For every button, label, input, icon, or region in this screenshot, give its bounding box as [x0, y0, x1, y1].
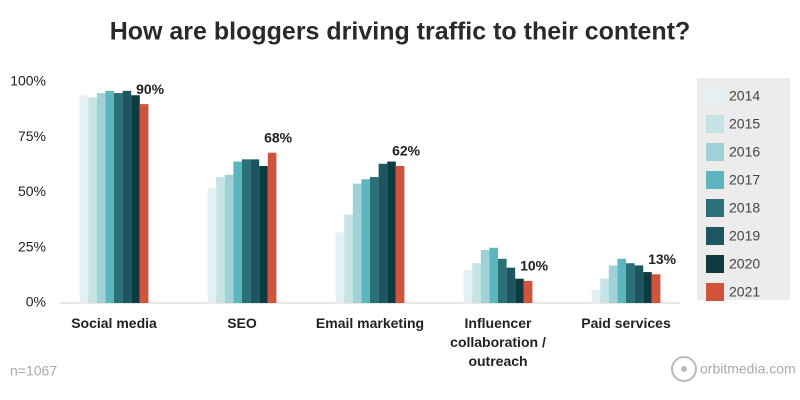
bar: [643, 272, 652, 303]
legend-label: 2016: [729, 144, 760, 160]
legend-swatch: [706, 283, 724, 301]
bar: [463, 269, 473, 303]
x-tick-label: SEO: [227, 315, 257, 331]
bar: [105, 90, 114, 303]
bar: [378, 163, 388, 303]
value-label: 68%: [264, 129, 293, 145]
legend-label: 2014: [729, 88, 760, 104]
y-tick-label: 75%: [18, 128, 46, 144]
legend-label: 2021: [729, 284, 760, 300]
y-tick-label: 0%: [26, 294, 46, 310]
bar: [207, 188, 217, 303]
bar: [242, 159, 251, 303]
chart-title: How are bloggers driving traffic to thei…: [110, 18, 691, 46]
bar: [139, 104, 149, 303]
y-tick-label: 25%: [18, 238, 46, 254]
logo-dot: [681, 366, 687, 372]
legend-swatch: [706, 87, 724, 105]
bar: [96, 93, 106, 303]
y-tick-label: 100%: [10, 73, 46, 89]
bar: [131, 95, 140, 303]
bar: [122, 90, 132, 303]
bar: [267, 152, 277, 303]
bar: [344, 214, 353, 303]
bar: [600, 278, 609, 303]
bar: [224, 174, 234, 303]
bar: [259, 165, 268, 303]
value-label: 90%: [136, 81, 165, 97]
x-tick-label: Paid services: [581, 315, 671, 331]
bar: [480, 249, 490, 303]
legend-label: 2017: [729, 172, 760, 188]
bar: [617, 258, 626, 303]
bar: [352, 183, 362, 303]
legend-label: 2018: [729, 200, 760, 216]
legend-label: 2019: [729, 228, 760, 244]
bar: [523, 280, 533, 303]
bar: [88, 97, 97, 303]
value-label: 10%: [520, 258, 549, 274]
bar: [216, 177, 225, 303]
bar: [515, 278, 524, 303]
bar: [395, 165, 405, 303]
bar: [361, 179, 370, 303]
bar: [79, 95, 89, 303]
legend-swatch: [706, 171, 724, 189]
bar: [651, 274, 661, 303]
x-tick-label: Social media: [71, 315, 157, 331]
value-label: 13%: [648, 251, 677, 267]
y-tick-label: 50%: [18, 183, 46, 199]
bar: [506, 267, 516, 303]
bar: [233, 161, 242, 303]
bar: [591, 289, 601, 303]
x-tick-label: Influencer collaboration / outreach: [450, 315, 546, 369]
bar: [370, 177, 379, 303]
legend-swatch: [706, 227, 724, 245]
bar: [472, 263, 481, 303]
legend-swatch: [706, 115, 724, 133]
bar: [489, 247, 498, 303]
bar: [114, 93, 123, 303]
legend-swatch: [706, 255, 724, 273]
sample-note: n=1067: [10, 363, 57, 379]
bar: [626, 263, 635, 303]
legend-swatch: [706, 143, 724, 161]
bar: [498, 258, 507, 303]
legend-swatch: [706, 199, 724, 217]
legend-label: 2015: [729, 116, 760, 132]
logo: [671, 356, 697, 382]
bar: [335, 232, 345, 303]
bar: [634, 265, 644, 303]
value-label: 62%: [392, 143, 421, 159]
bar: [387, 161, 396, 303]
bar: [608, 265, 618, 303]
source: orbitmedia.com: [700, 361, 796, 377]
legend-label: 2020: [729, 256, 760, 272]
bar: [250, 159, 260, 303]
x-tick-label: Email marketing: [315, 315, 425, 331]
